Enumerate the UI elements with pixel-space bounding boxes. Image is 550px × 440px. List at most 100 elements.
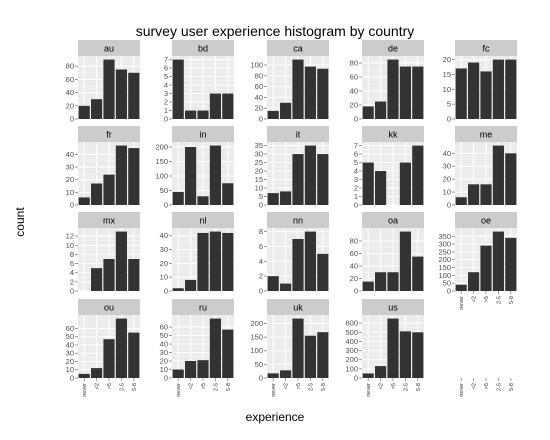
x-tick-label: >5 [391, 383, 397, 389]
bar [375, 272, 387, 291]
bar [128, 72, 140, 119]
bar [280, 370, 292, 378]
y-tick-label: 200 [155, 143, 168, 152]
facet-strip-label: fc [482, 44, 490, 54]
x-tick-label: never [176, 383, 182, 397]
bar [185, 279, 197, 291]
y-tick-label: 40 [350, 87, 358, 96]
bar [222, 232, 234, 291]
facet-strip [362, 299, 424, 315]
y-tick-label: 1 [164, 106, 168, 115]
y-tick-label: 150 [250, 333, 263, 342]
facet-strip [172, 299, 234, 315]
bar [304, 66, 316, 119]
bar [412, 256, 424, 291]
y-tick-label: 20 [255, 167, 263, 176]
y-tick-label: 250 [438, 247, 451, 256]
y-tick-label: 7 [164, 55, 168, 64]
facet-strip [362, 40, 424, 56]
bar [91, 368, 103, 378]
x-tick-label: 2-5 [496, 383, 502, 391]
y-tick-label: 25 [255, 158, 263, 167]
y-tick-label: 20 [160, 259, 168, 268]
bar [399, 231, 411, 291]
bar [455, 197, 467, 205]
bar [197, 110, 209, 119]
facet-strip [172, 40, 234, 56]
bar [412, 332, 424, 378]
bar [505, 237, 517, 291]
y-tick-label: 80 [350, 236, 358, 245]
y-tick-label: 5 [447, 100, 451, 109]
bar [91, 268, 103, 291]
y-tick-label: 20 [350, 101, 358, 110]
y-tick-label: 40 [255, 93, 263, 102]
facet-strip-label: oa [388, 216, 398, 226]
bar [492, 59, 504, 119]
bar [185, 110, 197, 119]
y-tick-label: 0 [164, 201, 168, 210]
y-tick-label: 8 [259, 227, 263, 236]
bar [468, 184, 480, 205]
x-tick-label: <2 [472, 383, 478, 389]
bar [505, 59, 517, 119]
bar [209, 318, 221, 378]
bar [480, 184, 492, 205]
y-tick-label: 100 [250, 346, 263, 355]
bar [317, 68, 329, 119]
y-tick-label: 2 [164, 98, 168, 107]
y-tick-label: 5 [259, 192, 263, 201]
y-tick-label: 0 [354, 201, 358, 210]
bar [399, 66, 411, 119]
y-tick-label: 5 [164, 72, 168, 81]
y-tick-label: 2 [70, 277, 74, 286]
bar [375, 171, 387, 205]
facet-strip [362, 212, 424, 228]
y-tick-label: 0 [354, 115, 358, 124]
bar [185, 361, 197, 378]
bar [387, 318, 399, 378]
y-tick-label: 10 [255, 184, 263, 193]
bar [103, 59, 115, 119]
bar [267, 276, 279, 291]
x-tick-label: never [459, 383, 465, 397]
bar [468, 272, 480, 291]
bar [267, 110, 279, 119]
bar [505, 153, 517, 205]
facet-strip-label: nn [293, 216, 303, 226]
x-tick-label: 5-8 [509, 383, 515, 391]
x-tick-label: 5-8 [509, 296, 515, 304]
facet-panel-ca: ca 0 20 40 60 80 100 [250, 40, 329, 124]
x-tick-label: 2-5 [403, 383, 409, 391]
bar [317, 332, 329, 378]
y-tick-label: 60 [160, 323, 168, 332]
y-tick-label: 0 [259, 201, 263, 210]
y-tick-label: 300 [345, 346, 358, 355]
y-tick-label: 0 [70, 201, 74, 210]
y-tick-label: 200 [250, 319, 263, 328]
facet-strip-label: in [199, 130, 206, 140]
y-tick-label: 8 [70, 250, 74, 259]
y-tick-label: 10 [443, 188, 451, 197]
facet-strip-label: de [388, 44, 398, 54]
y-tick-label: 4 [70, 268, 74, 277]
bar [387, 272, 399, 291]
bar [375, 101, 387, 119]
y-tick-label: 60 [350, 249, 358, 258]
bar [209, 145, 221, 205]
y-tick-label: 0 [164, 374, 168, 383]
x-tick-label: 5-8 [321, 383, 327, 391]
facet-strip [267, 126, 329, 142]
y-tick-label: 350 [438, 232, 451, 241]
x-tick-label: 2-5 [496, 296, 502, 304]
y-tick-label: 3 [354, 175, 358, 184]
bar [412, 145, 424, 205]
y-tick-label: 20 [66, 357, 74, 366]
y-tick-label: 100 [345, 364, 358, 373]
facet-strip-label: oe [481, 216, 491, 226]
y-tick-label: 80 [350, 59, 358, 68]
x-tick-label: 2-5 [213, 383, 219, 391]
